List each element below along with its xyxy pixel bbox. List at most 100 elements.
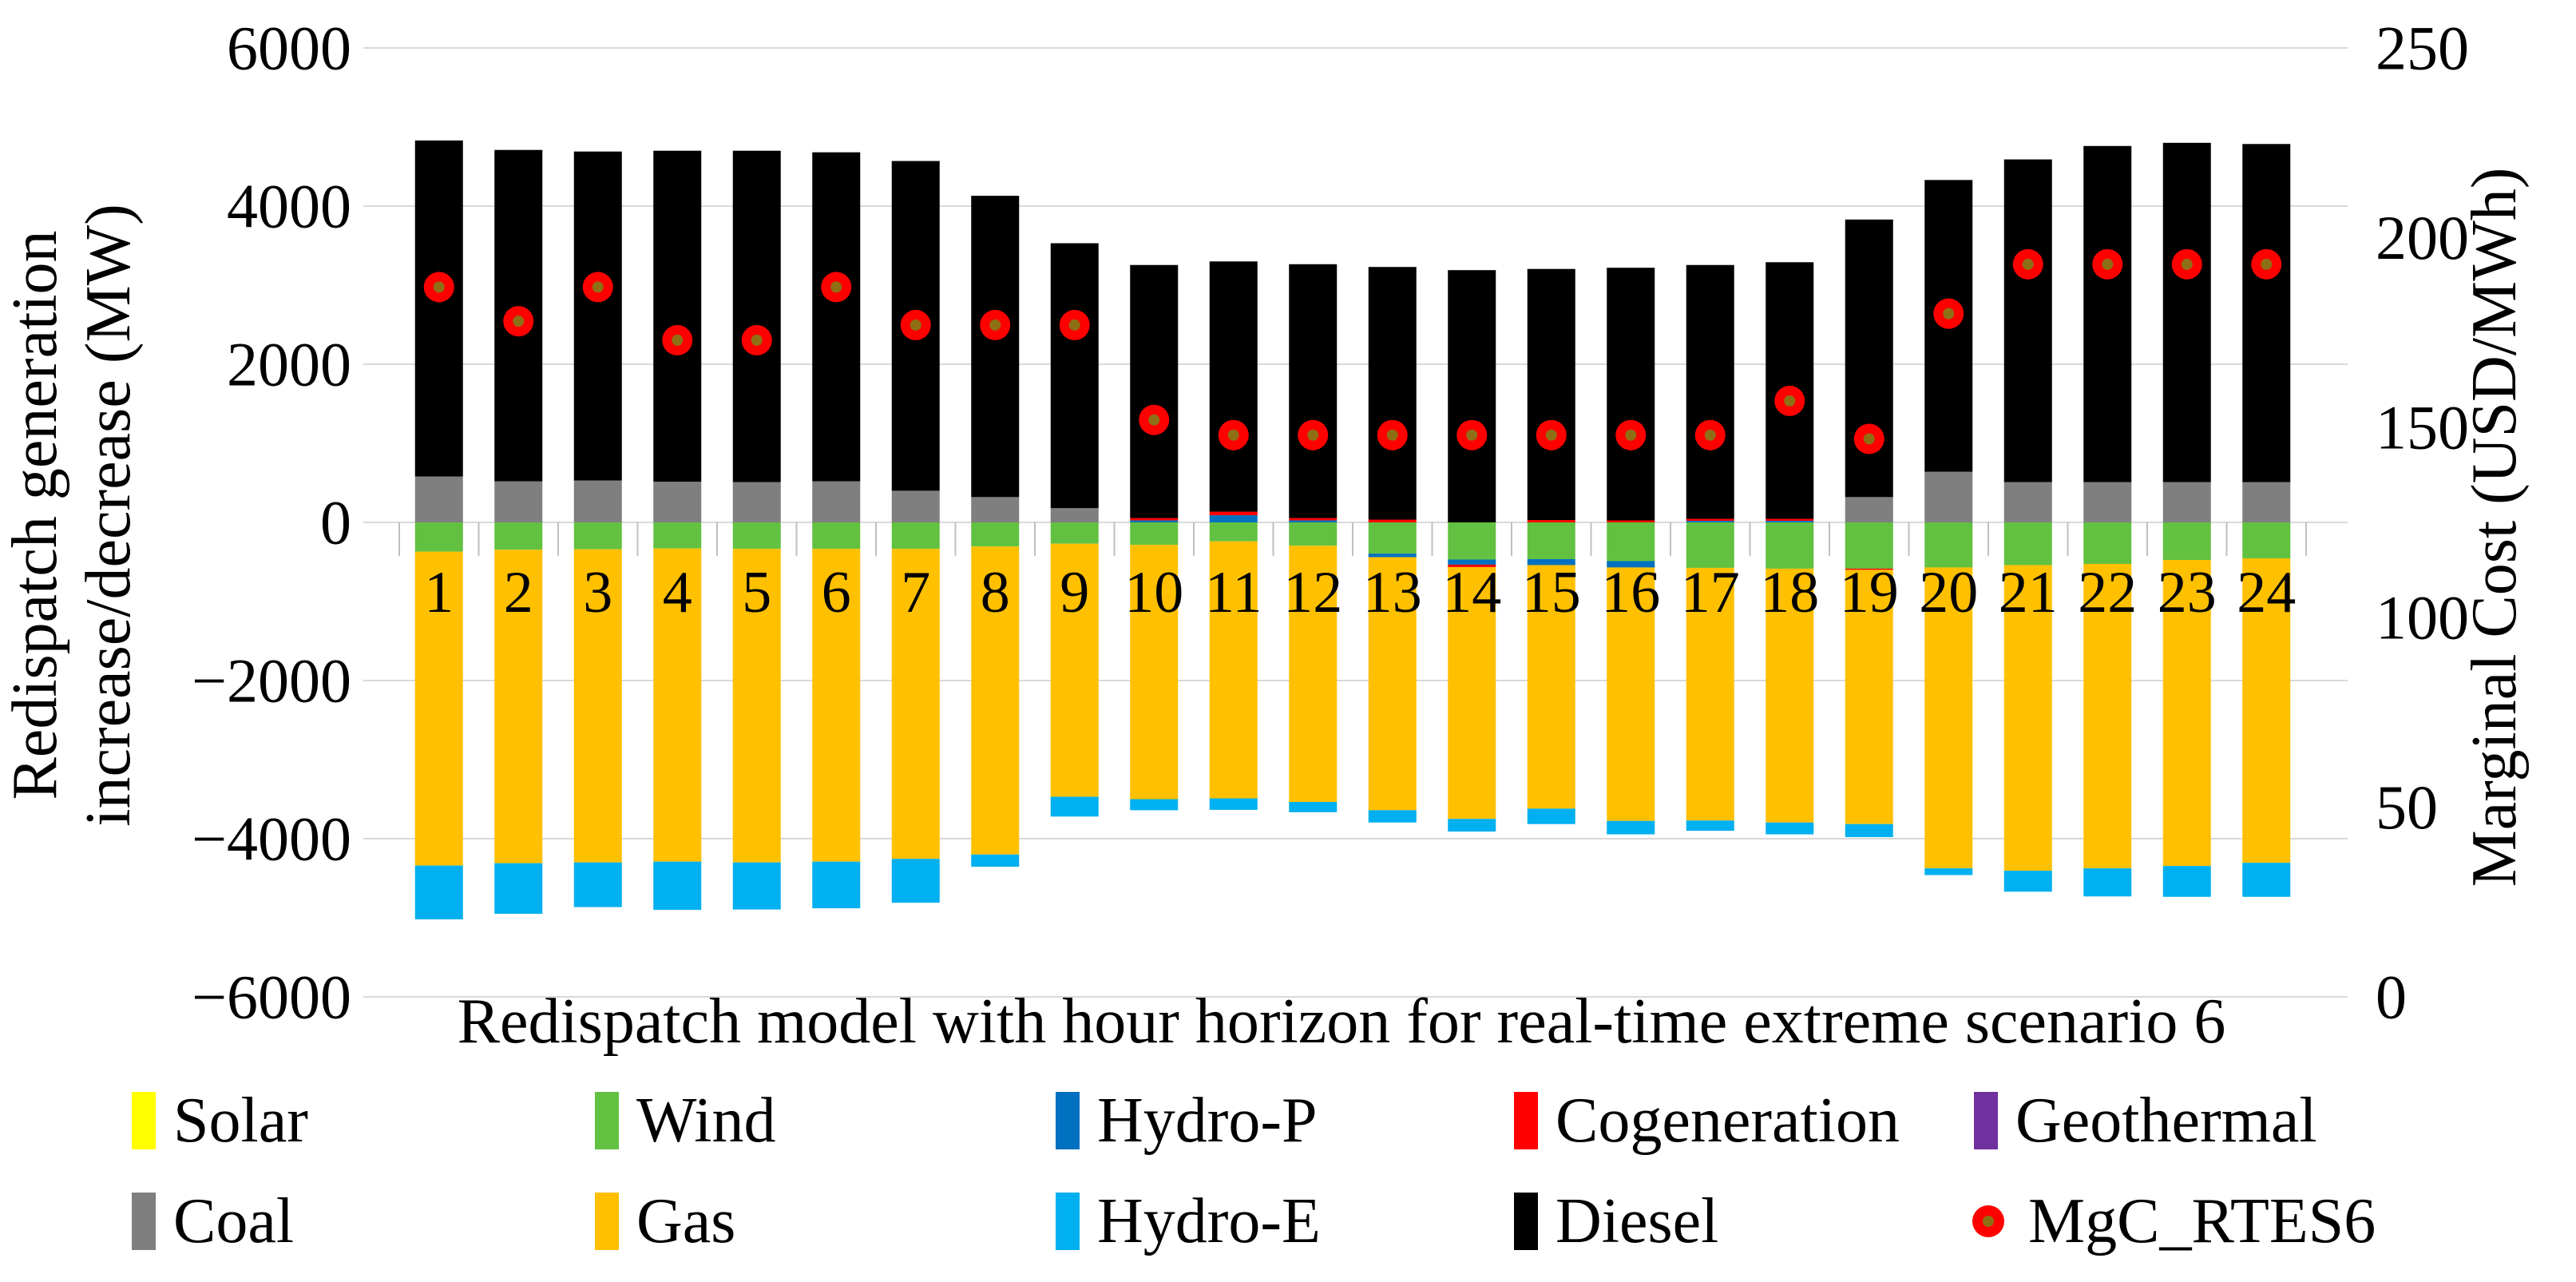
bar-h3-wind — [573, 522, 622, 550]
bar-h18-cogeneration — [1766, 518, 1814, 522]
marker-mgc-h6-dot — [830, 281, 842, 293]
bar-h20-wind — [1924, 522, 1973, 568]
x-tick-label-hour-7: 7 — [901, 560, 930, 625]
x-tick-label-hour-10: 10 — [1124, 560, 1183, 625]
bar-h1-coal — [414, 476, 463, 522]
bar-h6-coal — [812, 481, 861, 522]
bar-h8-gas — [971, 546, 1020, 855]
bar-h3-coal — [573, 480, 622, 522]
legend-swatch-hydro-p — [1056, 1092, 1080, 1149]
bar-h16-hydro-e — [1607, 820, 1655, 835]
y-left-tick-label: 0 — [320, 488, 351, 558]
bar-h22-hydro-e — [2083, 868, 2132, 897]
bar-h13-hydro-e — [1368, 810, 1417, 823]
bar-h18-gas — [1766, 568, 1814, 823]
bar-h4-coal — [653, 482, 702, 522]
legend-item-coal: Coal — [132, 1185, 294, 1257]
bar-h21-diesel — [2003, 159, 2052, 482]
marker-mgc-h13-dot — [1386, 429, 1398, 441]
bar-h17-diesel — [1686, 264, 1734, 519]
bar-h1-diesel — [414, 140, 463, 477]
bar-h21-wind — [2003, 522, 2052, 566]
x-tick-label-hour-14: 14 — [1442, 560, 1501, 625]
bar-h24-coal — [2242, 482, 2291, 522]
bar-h18-hydro-e — [1766, 822, 1814, 835]
y-right-tick-label: 250 — [2376, 14, 2469, 83]
bar-h8-hydro-e — [971, 854, 1020, 867]
bar-h15-hydro-e — [1527, 808, 1575, 824]
bar-h20-hydro-e — [1924, 868, 1973, 875]
x-tick-label-hour-21: 21 — [1999, 560, 2058, 625]
x-tick-label-hour-18: 18 — [1760, 560, 1819, 625]
marker-mgc-h22-dot — [2102, 258, 2114, 270]
bar-h10-diesel — [1130, 264, 1179, 518]
bar-h6-wind — [812, 522, 861, 550]
marker-mgc-h19-dot — [1863, 433, 1875, 445]
bar-h24-hydro-e — [2242, 863, 2291, 897]
legend-swatch-wind — [595, 1092, 619, 1149]
y-left-tick-label: −6000 — [192, 962, 351, 1032]
bar-h1-gas — [414, 551, 463, 866]
bar-h21-hydro-e — [2003, 871, 2052, 892]
legend-label: Coal — [173, 1186, 295, 1256]
x-axis-title: Redispatch model with hour horizon for r… — [458, 986, 2226, 1057]
legend-swatch-gas — [595, 1193, 619, 1250]
x-tick-label-hour-20: 20 — [1919, 560, 1978, 625]
bar-h22-coal — [2083, 482, 2132, 522]
marker-mgc-h8-dot — [989, 319, 1001, 331]
x-tick-label-hour-2: 2 — [504, 560, 533, 625]
y-right-tick-label: 100 — [2376, 582, 2469, 652]
bar-h10-wind — [1130, 522, 1179, 546]
bar-h8-diesel — [971, 196, 1020, 498]
bar-h4-wind — [653, 522, 702, 549]
bar-h4-gas — [653, 548, 702, 862]
marker-mgc-h14-dot — [1466, 429, 1478, 441]
bar-h9-diesel — [1050, 243, 1099, 509]
marker-mgc-h17-dot — [1704, 429, 1716, 441]
x-tick-label-hour-12: 12 — [1283, 560, 1342, 625]
bar-h19-coal — [1845, 497, 1893, 522]
bar-h9-wind — [1050, 522, 1099, 544]
y-right-axis-title: Marginal Cost (USD/MWh) — [2459, 168, 2530, 887]
y-left-tick-label: −4000 — [192, 804, 351, 874]
bar-h15-cogeneration — [1527, 520, 1575, 522]
x-tick-label-hour-23: 23 — [2158, 560, 2217, 625]
legend-label: Solar — [173, 1086, 308, 1156]
bar-h23-hydro-e — [2162, 866, 2211, 897]
bar-h6-diesel — [812, 152, 861, 482]
legend-item-cogeneration: Cogeneration — [1514, 1085, 1900, 1157]
y-left-tick-label: 4000 — [227, 172, 351, 241]
bar-h14-wind — [1448, 522, 1496, 560]
bar-h11-wind — [1209, 522, 1258, 542]
legend-label: Wind — [636, 1086, 776, 1156]
bar-h19-wind — [1845, 522, 1893, 569]
legend-swatch-hydro-e — [1056, 1193, 1080, 1250]
legend-item-gas: Gas — [595, 1185, 735, 1257]
bar-h9-hydro-e — [1050, 796, 1099, 817]
bar-h17-hydro-p — [1686, 521, 1734, 522]
bar-h5-wind — [732, 522, 781, 550]
legend-label: Geothermal — [2015, 1086, 2317, 1156]
bar-h12-gas — [1289, 546, 1338, 802]
marker-mgc-h18-dot — [1784, 395, 1796, 407]
marker-mgc-h16-dot — [1625, 429, 1637, 441]
bar-h6-gas — [812, 549, 861, 862]
legend-item-hydro-e: Hydro-E — [1056, 1185, 1321, 1257]
bar-h11-cogeneration — [1209, 511, 1258, 516]
bar-h9-coal — [1050, 508, 1099, 522]
bar-h5-coal — [732, 482, 781, 522]
bar-h1-hydro-e — [414, 865, 463, 919]
bar-h19-diesel — [1845, 219, 1893, 498]
x-tick-label-hour-13: 13 — [1363, 560, 1422, 625]
legend-item-solar: Solar — [132, 1085, 308, 1157]
bar-h18-hydro-p — [1766, 521, 1814, 522]
x-tick-label-hour-16: 16 — [1601, 560, 1660, 625]
x-tick-label-hour-15: 15 — [1522, 560, 1581, 625]
bar-h13-hydro-p — [1368, 554, 1417, 558]
bar-h17-wind — [1686, 522, 1734, 568]
bar-h3-gas — [573, 549, 622, 863]
y-left-tick-label: 2000 — [227, 330, 351, 399]
x-tick-label-hour-8: 8 — [981, 560, 1010, 625]
x-tick-label-hour-6: 6 — [822, 560, 851, 625]
